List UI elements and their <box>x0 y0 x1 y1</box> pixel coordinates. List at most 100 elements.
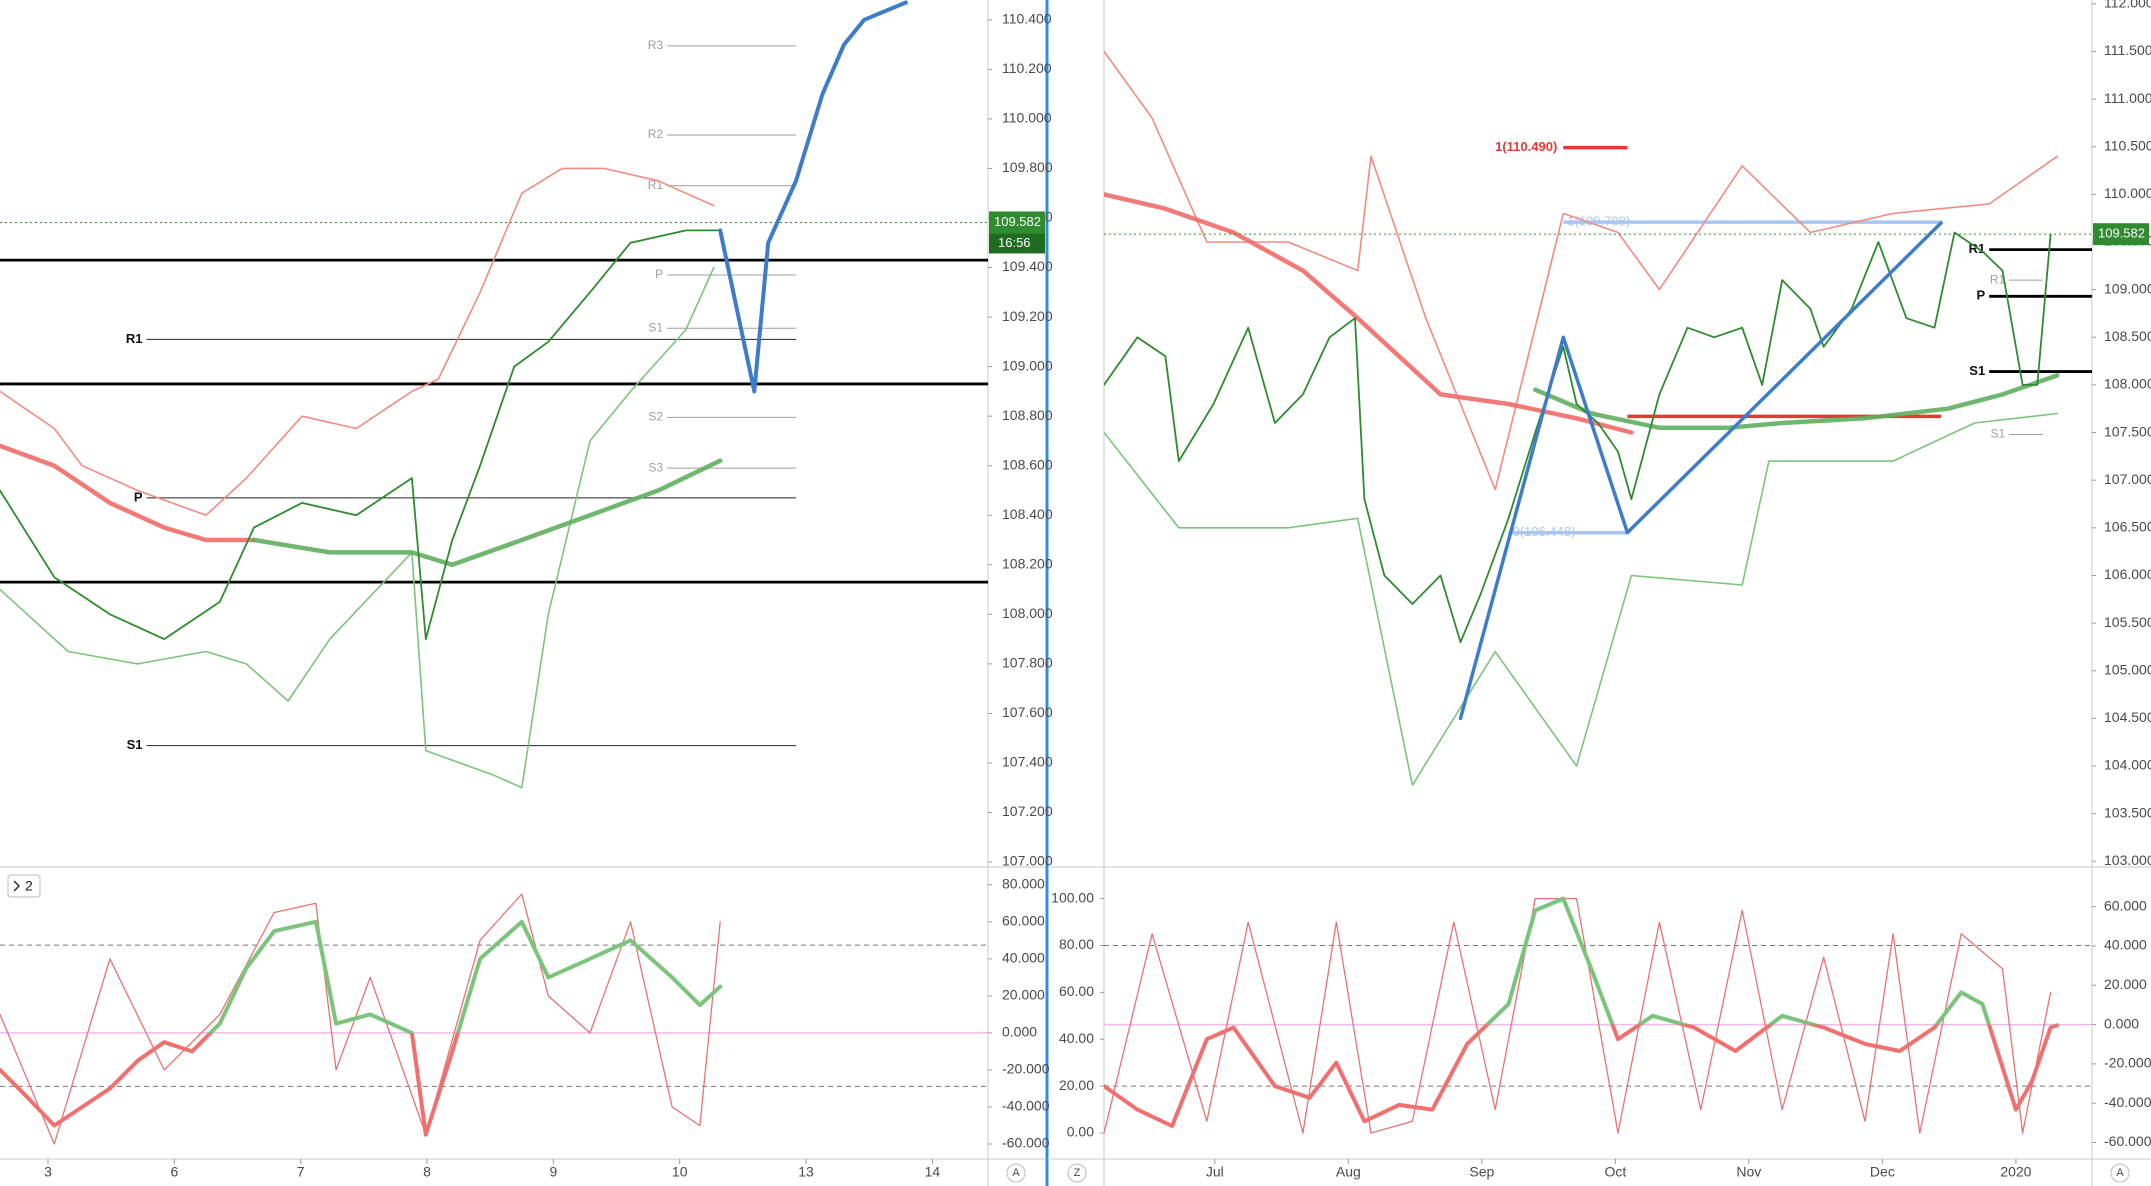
y-tick-label: 109.400 <box>1002 258 1053 274</box>
y-tick-label: -40.000 <box>2104 1094 2151 1110</box>
scale-button[interactable]: A <box>2110 1163 2130 1183</box>
y-tick-label: 20.000 <box>2104 976 2147 992</box>
level-label: S1 <box>127 737 143 752</box>
button-label: A <box>1012 1167 1020 1179</box>
x-tick-label: 6 <box>170 1164 178 1180</box>
x-tick-label: Aug <box>1336 1164 1361 1180</box>
osc-thin-line <box>1104 897 2052 1134</box>
y-tick-label: 108.500 <box>2104 328 2151 344</box>
y-tick-label: 108.000 <box>1002 605 1053 621</box>
y-tick-label: 112.000 <box>2104 0 2151 11</box>
price-tag-label: 109.582 <box>2098 226 2145 241</box>
y-tick-label: 107.200 <box>1002 803 1053 819</box>
x-tick-label: 2020 <box>2000 1164 2031 1180</box>
y-tick-label: 109.800 <box>1002 159 1053 175</box>
y-tick-label: 104.500 <box>2104 709 2151 725</box>
level-label: 1(109.708) <box>1567 214 1630 229</box>
ma-line <box>0 443 257 543</box>
level-label: S2 <box>648 410 663 424</box>
y-tick-label: 110.200 <box>1002 60 1052 76</box>
zigzag-line <box>1458 221 1943 721</box>
y-tick-label: 107.000 <box>2104 471 2151 487</box>
y-tick-label: -60.000 <box>1002 1135 1050 1151</box>
y-tick-label: 107.400 <box>1002 754 1053 770</box>
button-circle[interactable] <box>1067 1163 1087 1183</box>
scale-button[interactable]: Z <box>1067 1163 1087 1183</box>
price-tag <box>2093 223 2149 246</box>
level-label: S1 <box>1969 363 1985 378</box>
y-tick-label: 60.000 <box>1002 913 1045 929</box>
y-tick-label: 111.500 <box>2104 42 2151 58</box>
level-label: S1 <box>648 320 663 334</box>
y-tick-label: 110.400 <box>1002 11 1052 27</box>
y-tick-label: 107.000 <box>1002 853 1053 869</box>
oscillator-panel <box>0 893 988 1145</box>
scale-button[interactable]: A <box>1006 1163 1026 1183</box>
level-label: P <box>134 489 143 504</box>
y-tick-label: 107.500 <box>2104 423 2151 439</box>
x-tick-label: 7 <box>297 1164 305 1180</box>
y-tick-label: 105.000 <box>2104 661 2151 677</box>
level-label: S3 <box>648 460 663 474</box>
x-tick-label: 10 <box>672 1164 688 1180</box>
y-tick-label: 103.000 <box>2104 852 2151 868</box>
x-tick-label: 9 <box>549 1164 557 1180</box>
pane-toggle[interactable]: 2 <box>7 874 41 898</box>
y-tick-label: 0.000 <box>1002 1024 1037 1040</box>
price-line <box>0 229 722 640</box>
y-tick-label: -20.000 <box>1002 1061 1050 1077</box>
y-tick-label: 107.800 <box>1002 655 1053 671</box>
y-tick-label: 106.000 <box>2104 566 2151 582</box>
y-tick-label: 106.500 <box>2104 519 2151 535</box>
y-tick-label: 108.400 <box>1002 506 1053 522</box>
level-label: P <box>655 267 663 281</box>
level-label: S1 <box>1991 427 2006 441</box>
ma-line <box>1104 192 1634 435</box>
x-tick-label: Jul <box>1206 1164 1224 1180</box>
projection-line <box>718 0 908 394</box>
y-tick-label: 20.000 <box>1002 987 1045 1003</box>
y-tick-label: 0.000 <box>2104 1015 2139 1031</box>
y-tick-label: 110.000 <box>1002 110 1052 126</box>
y-tick-label: 111.000 <box>2104 90 2151 106</box>
y-tick-label: -60.000 <box>2104 1133 2151 1149</box>
y-tick-label: -40.000 <box>1002 1098 1050 1114</box>
y-tick-label: 40.00 <box>1059 1030 1094 1046</box>
x-tick-label: 13 <box>798 1164 814 1180</box>
band-line <box>0 266 715 789</box>
level-label: R3 <box>648 38 664 52</box>
price-line <box>1104 231 2052 644</box>
button-label: A <box>2116 1167 2124 1179</box>
osc-thin-line <box>0 893 721 1145</box>
y-tick-label: 80.00 <box>1059 936 1094 952</box>
button-label: Z <box>1074 1167 1081 1179</box>
y-tick-label: 100.00 <box>1051 889 1094 905</box>
countdown-label: 16:56 <box>998 235 1031 250</box>
x-tick-label: 8 <box>423 1164 431 1180</box>
y-tick-label: 109.000 <box>2104 280 2151 296</box>
band-line <box>0 167 715 516</box>
osc-line <box>1104 896 2060 1128</box>
y-tick-label: 109.000 <box>1002 357 1053 373</box>
y-tick-label: 108.800 <box>1002 407 1053 423</box>
countdown-tag <box>989 233 1045 254</box>
level-label: 1(110.490) <box>1495 139 1557 154</box>
y-tick-label: 110.000 <box>2104 185 2151 201</box>
ma-line <box>251 458 723 568</box>
band-line <box>1104 412 2059 786</box>
y-tick-label: 80.000 <box>1002 875 1045 891</box>
osc-line <box>0 919 723 1137</box>
ma-line <box>1532 373 2060 431</box>
level-label: 0(106.448) <box>1513 524 1576 539</box>
pane-toggle-box[interactable] <box>7 874 41 898</box>
y-tick-label: 0.00 <box>1067 1124 1094 1140</box>
button-circle[interactable] <box>2110 1163 2130 1183</box>
price-tag <box>989 211 1045 234</box>
x-tick-label: Dec <box>1870 1164 1895 1180</box>
y-tick-label: 103.500 <box>2104 804 2151 820</box>
button-circle[interactable] <box>1006 1163 1026 1183</box>
